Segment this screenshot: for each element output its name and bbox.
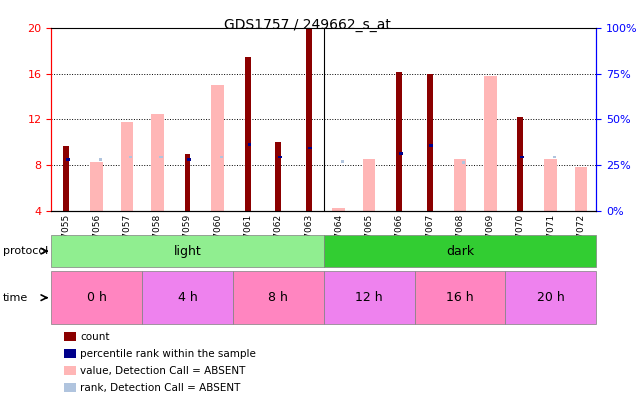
Bar: [212, 85, 224, 211]
Bar: [129, 156, 133, 158]
Text: rank, Detection Call = ABSENT: rank, Detection Call = ABSENT: [80, 383, 240, 392]
Bar: [121, 122, 133, 211]
Bar: [396, 72, 403, 211]
Bar: [399, 152, 403, 155]
Text: protocol: protocol: [3, 246, 49, 256]
Bar: [454, 159, 466, 211]
Bar: [340, 160, 344, 163]
Bar: [484, 76, 497, 211]
Bar: [187, 158, 191, 161]
Bar: [363, 159, 376, 211]
Bar: [220, 156, 223, 158]
Text: 8 h: 8 h: [269, 291, 288, 304]
Bar: [159, 156, 163, 158]
Text: 4 h: 4 h: [178, 291, 197, 304]
Text: 0 h: 0 h: [87, 291, 106, 304]
Bar: [308, 147, 312, 149]
Text: 12 h: 12 h: [355, 291, 383, 304]
Bar: [90, 162, 103, 211]
Bar: [185, 153, 190, 211]
Bar: [544, 159, 557, 211]
Bar: [462, 161, 465, 164]
Bar: [429, 144, 433, 147]
Text: 16 h: 16 h: [446, 291, 474, 304]
Bar: [517, 117, 524, 211]
Bar: [306, 28, 312, 211]
Bar: [151, 114, 163, 211]
Bar: [99, 158, 102, 161]
Bar: [247, 143, 251, 146]
Text: dark: dark: [446, 245, 474, 258]
Text: percentile rank within the sample: percentile rank within the sample: [80, 349, 256, 358]
Bar: [278, 156, 281, 158]
Text: 20 h: 20 h: [537, 291, 565, 304]
Bar: [63, 146, 69, 211]
Text: time: time: [3, 293, 28, 303]
Text: GDS1757 / 249662_s_at: GDS1757 / 249662_s_at: [224, 18, 391, 32]
Bar: [276, 142, 281, 211]
Text: count: count: [80, 332, 110, 341]
Bar: [553, 156, 556, 158]
Text: light: light: [174, 245, 201, 258]
Bar: [574, 167, 587, 211]
Text: value, Detection Call = ABSENT: value, Detection Call = ABSENT: [80, 366, 246, 375]
Bar: [427, 74, 433, 211]
Bar: [520, 156, 524, 158]
Bar: [66, 158, 70, 161]
Bar: [333, 208, 345, 211]
Bar: [245, 57, 251, 211]
